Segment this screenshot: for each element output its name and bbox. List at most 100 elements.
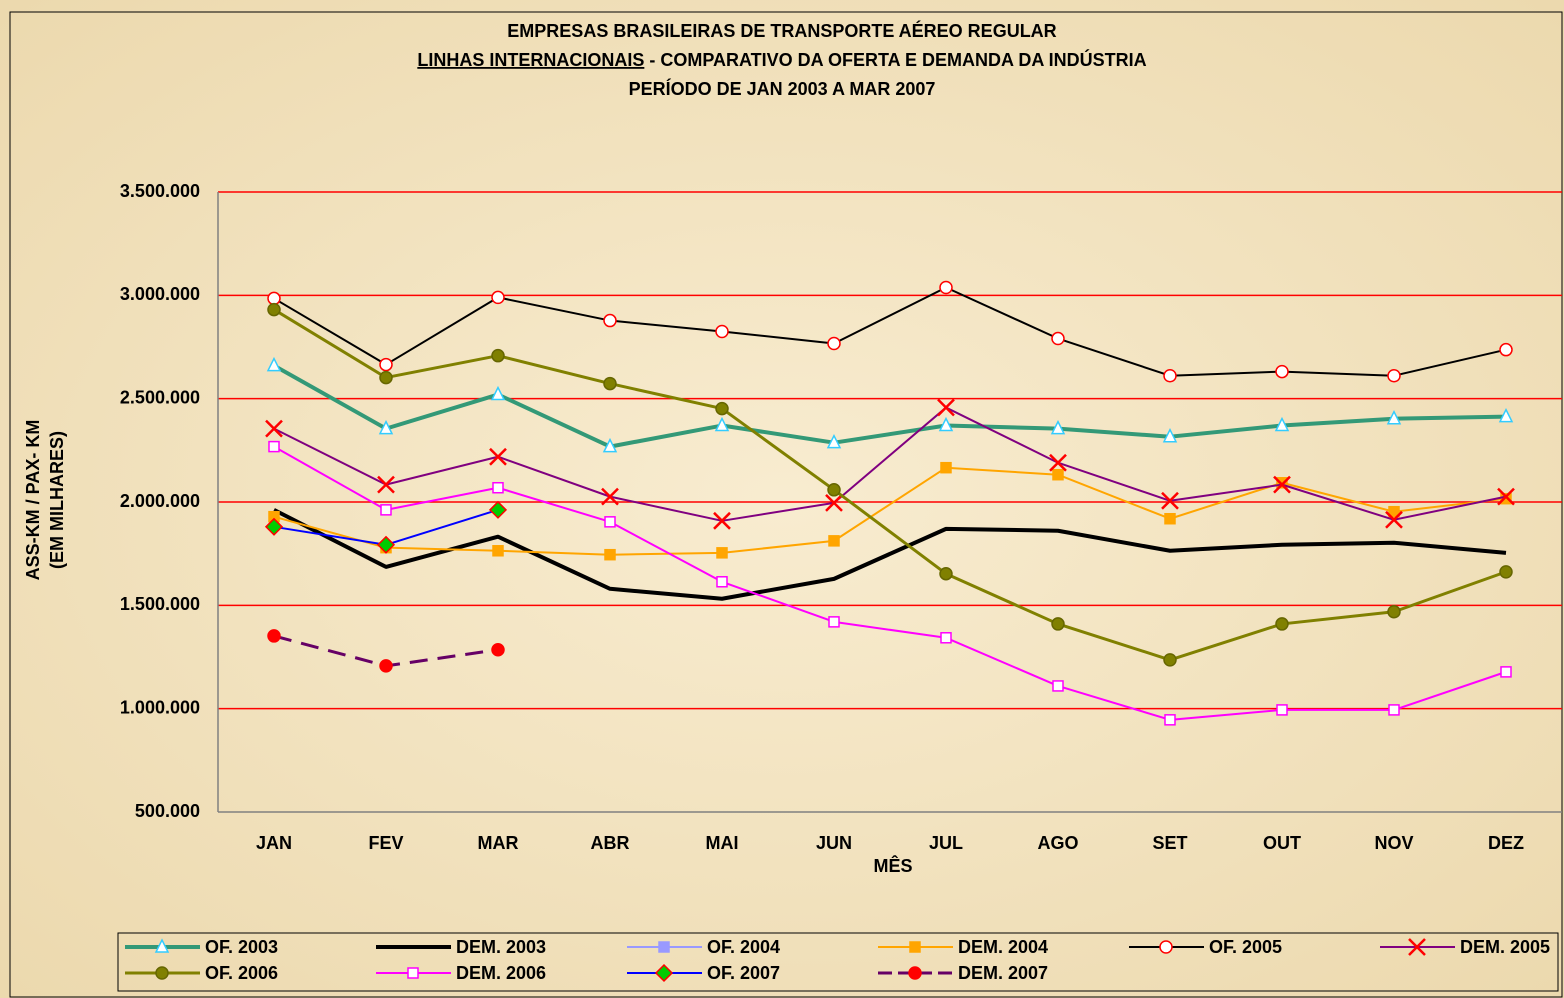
data-point (940, 461, 952, 474)
legend-marker (407, 967, 419, 979)
data-point (1499, 342, 1513, 357)
data-point (1050, 419, 1066, 435)
data-point (1276, 704, 1288, 716)
x-tick-label: OUT (1263, 833, 1301, 853)
x-tick-label: AGO (1037, 833, 1078, 853)
data-point (939, 566, 953, 581)
data-point (267, 629, 281, 643)
legend-marker (658, 941, 670, 953)
data-point (491, 290, 505, 305)
data-point (1385, 510, 1403, 529)
data-point (379, 659, 393, 673)
y-axis-label: (EM MILHARES) (47, 431, 67, 569)
data-point (1387, 604, 1401, 619)
data-point (1163, 368, 1177, 383)
data-point (1273, 475, 1291, 494)
data-point (1497, 487, 1515, 506)
x-tick-label: FEV (368, 833, 403, 853)
data-point (713, 511, 731, 530)
data-point (1275, 364, 1289, 379)
chart-frame (9, 11, 1563, 998)
data-point (1276, 477, 1288, 489)
data-point (825, 493, 843, 512)
data-point (604, 548, 616, 561)
series-line (273, 286, 1507, 377)
data-point (1164, 512, 1176, 525)
legend-label: OF. 2007 (707, 963, 780, 983)
legend-label: OF. 2004 (707, 937, 780, 957)
data-point (1499, 565, 1513, 579)
y-tick-label: 500.000 (135, 801, 200, 821)
x-tick-label: ABR (591, 833, 630, 853)
y-tick-label: 3.000.000 (120, 284, 200, 304)
y-tick-label: 1.000.000 (120, 697, 200, 717)
data-point (1051, 617, 1065, 631)
data-point (827, 483, 841, 497)
data-point (1386, 410, 1402, 425)
data-point (940, 632, 952, 644)
x-tick-label: JAN (256, 833, 292, 853)
series-line (273, 445, 1507, 721)
data-point (488, 500, 508, 519)
legend-marker (908, 966, 922, 980)
data-point (1162, 428, 1178, 443)
x-tick-label: SET (1152, 833, 1187, 853)
data-point (827, 336, 841, 351)
data-point (377, 475, 395, 494)
subtitle-underlined: LINHAS INTERNACIONAIS (417, 50, 644, 70)
data-point (1164, 714, 1176, 726)
data-point (492, 481, 504, 494)
data-point (602, 437, 618, 453)
x-tick-label: MAI (706, 833, 739, 853)
chart-subtitle: LINHAS INTERNACIONAIS - COMPARATIVO DA O… (417, 49, 1146, 70)
legend-marker (654, 963, 674, 983)
data-point (490, 385, 506, 401)
data-point (380, 504, 392, 516)
data-point (378, 419, 394, 435)
data-point (826, 434, 842, 449)
y-tick-label: 2.000.000 (120, 491, 200, 511)
data-point (828, 616, 840, 628)
data-point (601, 487, 619, 506)
x-tick-label: NOV (1374, 833, 1413, 853)
data-point (491, 643, 505, 657)
legend-frame (117, 932, 1559, 992)
chart-period: PERÍODO DE JAN 2003 A MAR 2007 (629, 78, 936, 99)
legend-label: OF. 2005 (1209, 937, 1282, 957)
data-point (715, 401, 729, 416)
legend-label: OF. 2006 (205, 963, 278, 983)
y-tick-label: 1.500.000 (120, 594, 200, 614)
series-line (273, 308, 1507, 662)
data-point (1163, 653, 1177, 667)
data-point (938, 416, 954, 432)
y-tick-label: 2.500.000 (120, 387, 200, 407)
data-point (603, 313, 617, 328)
data-point (266, 356, 282, 372)
data-point (1051, 331, 1065, 346)
y-tick-label: 3.500.000 (120, 181, 200, 201)
legend-marker (154, 938, 170, 953)
series-line (273, 363, 1507, 449)
data-point (1388, 505, 1400, 518)
data-point (265, 419, 283, 438)
data-point (267, 291, 281, 306)
x-tick-label: JUL (929, 833, 963, 853)
data-point (1052, 680, 1064, 692)
data-point (1274, 416, 1290, 432)
data-point (716, 547, 728, 559)
data-point (1387, 368, 1401, 383)
x-tick-label: JUN (816, 833, 852, 853)
data-point (716, 576, 728, 588)
data-point (1388, 704, 1400, 716)
chart-title: EMPRESAS BRASILEIRAS DE TRANSPORTE AÉREO… (507, 20, 1056, 41)
series-line (273, 508, 1507, 601)
data-point (268, 440, 280, 453)
data-point (1500, 666, 1512, 678)
x-tick-label: DEZ (1488, 833, 1524, 853)
data-point (376, 535, 396, 554)
data-point (1161, 491, 1179, 510)
legend-label: DEM. 2006 (456, 963, 546, 983)
x-axis-label: MÊS (873, 855, 912, 876)
